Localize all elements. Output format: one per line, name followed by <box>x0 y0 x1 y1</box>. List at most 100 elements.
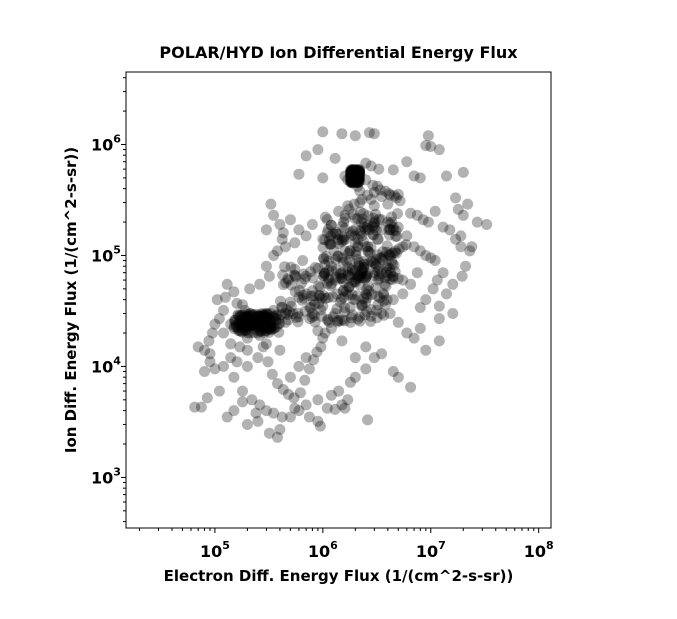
cluster-point <box>275 309 287 321</box>
scatter-point <box>241 360 253 372</box>
cluster-point <box>349 172 360 183</box>
cluster-point <box>350 169 362 181</box>
scatter-point <box>263 270 275 282</box>
scatter-point <box>363 224 375 236</box>
cluster-point <box>248 327 260 339</box>
cluster-point <box>305 290 317 302</box>
scatter-point <box>274 219 286 230</box>
cluster-point <box>260 319 272 331</box>
scatter-point <box>209 318 221 330</box>
cluster-point <box>354 206 366 218</box>
cluster-point <box>282 273 294 285</box>
scatter-point <box>336 128 348 140</box>
scatter-point <box>349 237 361 249</box>
cluster-point <box>354 166 365 178</box>
scatter-point <box>348 276 360 288</box>
cluster-point <box>389 266 401 278</box>
scatter-point <box>265 198 277 210</box>
cluster-point <box>353 256 365 268</box>
cluster-point <box>265 318 277 330</box>
scatter-point <box>349 294 361 306</box>
x-tick-label: 107 <box>416 539 446 561</box>
scatter-point <box>420 294 432 306</box>
cluster-point <box>298 292 310 304</box>
cluster-point <box>352 165 364 177</box>
cluster-point <box>241 311 253 323</box>
scatter-point <box>384 308 396 319</box>
scatter-point <box>254 278 266 290</box>
scatter-point <box>274 344 286 356</box>
cluster-point <box>228 321 240 333</box>
cluster-point <box>374 292 386 304</box>
cluster-point <box>348 170 359 182</box>
cluster-point <box>325 280 337 292</box>
y-tick-label: 104 <box>91 354 121 376</box>
scatter-point <box>218 360 229 372</box>
cluster-point <box>343 281 355 293</box>
cluster-point <box>353 173 365 184</box>
cluster-point <box>242 310 254 322</box>
cluster-point <box>273 313 284 325</box>
cluster-point <box>241 322 253 333</box>
cluster-point <box>319 234 331 246</box>
cluster-point <box>318 253 330 265</box>
cluster-point <box>348 168 360 180</box>
cluster-point <box>308 295 320 307</box>
cluster-point <box>381 246 392 258</box>
cluster-point <box>251 315 263 327</box>
cluster-point <box>354 164 365 176</box>
cluster-point <box>392 208 403 220</box>
scatter-point <box>352 165 364 177</box>
scatter-point <box>317 300 329 312</box>
cluster-point <box>349 223 361 235</box>
scatter-point <box>342 394 354 406</box>
cluster-point <box>352 241 364 253</box>
scatter-point <box>429 205 441 217</box>
scatter-point <box>312 325 324 337</box>
scatter-point <box>252 352 264 364</box>
scatter-point <box>344 227 356 239</box>
cluster-point <box>242 312 254 324</box>
cluster-point <box>270 321 282 333</box>
cluster-point <box>338 216 350 228</box>
scatter-point <box>314 420 326 432</box>
cluster-point <box>378 288 389 300</box>
scatter-point <box>272 245 283 257</box>
cluster-point <box>346 164 358 176</box>
scatter-point <box>382 270 394 281</box>
cluster-point <box>370 259 382 270</box>
cluster-point <box>332 316 343 328</box>
cluster-point <box>346 171 358 183</box>
cluster-point <box>345 176 357 188</box>
cluster-point <box>353 173 365 185</box>
cluster-point <box>277 269 289 281</box>
scatter-point <box>289 263 301 275</box>
scatter-point <box>297 255 309 266</box>
cluster-point <box>350 176 362 188</box>
cluster-point <box>234 325 245 337</box>
cluster-point <box>327 291 339 303</box>
scatter-point <box>241 344 253 356</box>
scatter-point <box>203 335 215 347</box>
cluster-point <box>348 164 360 176</box>
cluster-point <box>323 235 335 247</box>
cluster-point <box>254 314 266 325</box>
scatter-point <box>213 313 225 325</box>
cluster-point <box>345 165 357 177</box>
cluster-point <box>244 308 256 320</box>
dense-cluster-1 <box>275 260 393 328</box>
cluster-point <box>255 315 267 327</box>
x-tick-label: 108 <box>524 539 554 561</box>
cluster-point <box>351 171 363 183</box>
scatter-point <box>325 260 337 272</box>
scatter-point <box>422 130 434 142</box>
scatter-point <box>237 318 248 330</box>
scatter-point <box>192 341 204 353</box>
cluster-point <box>345 176 356 188</box>
cluster-point <box>345 175 357 187</box>
scatter-point <box>272 431 283 443</box>
cluster-point <box>370 282 382 294</box>
scatter-point <box>352 213 364 225</box>
cluster-point <box>351 253 363 265</box>
cluster-point <box>285 300 297 312</box>
